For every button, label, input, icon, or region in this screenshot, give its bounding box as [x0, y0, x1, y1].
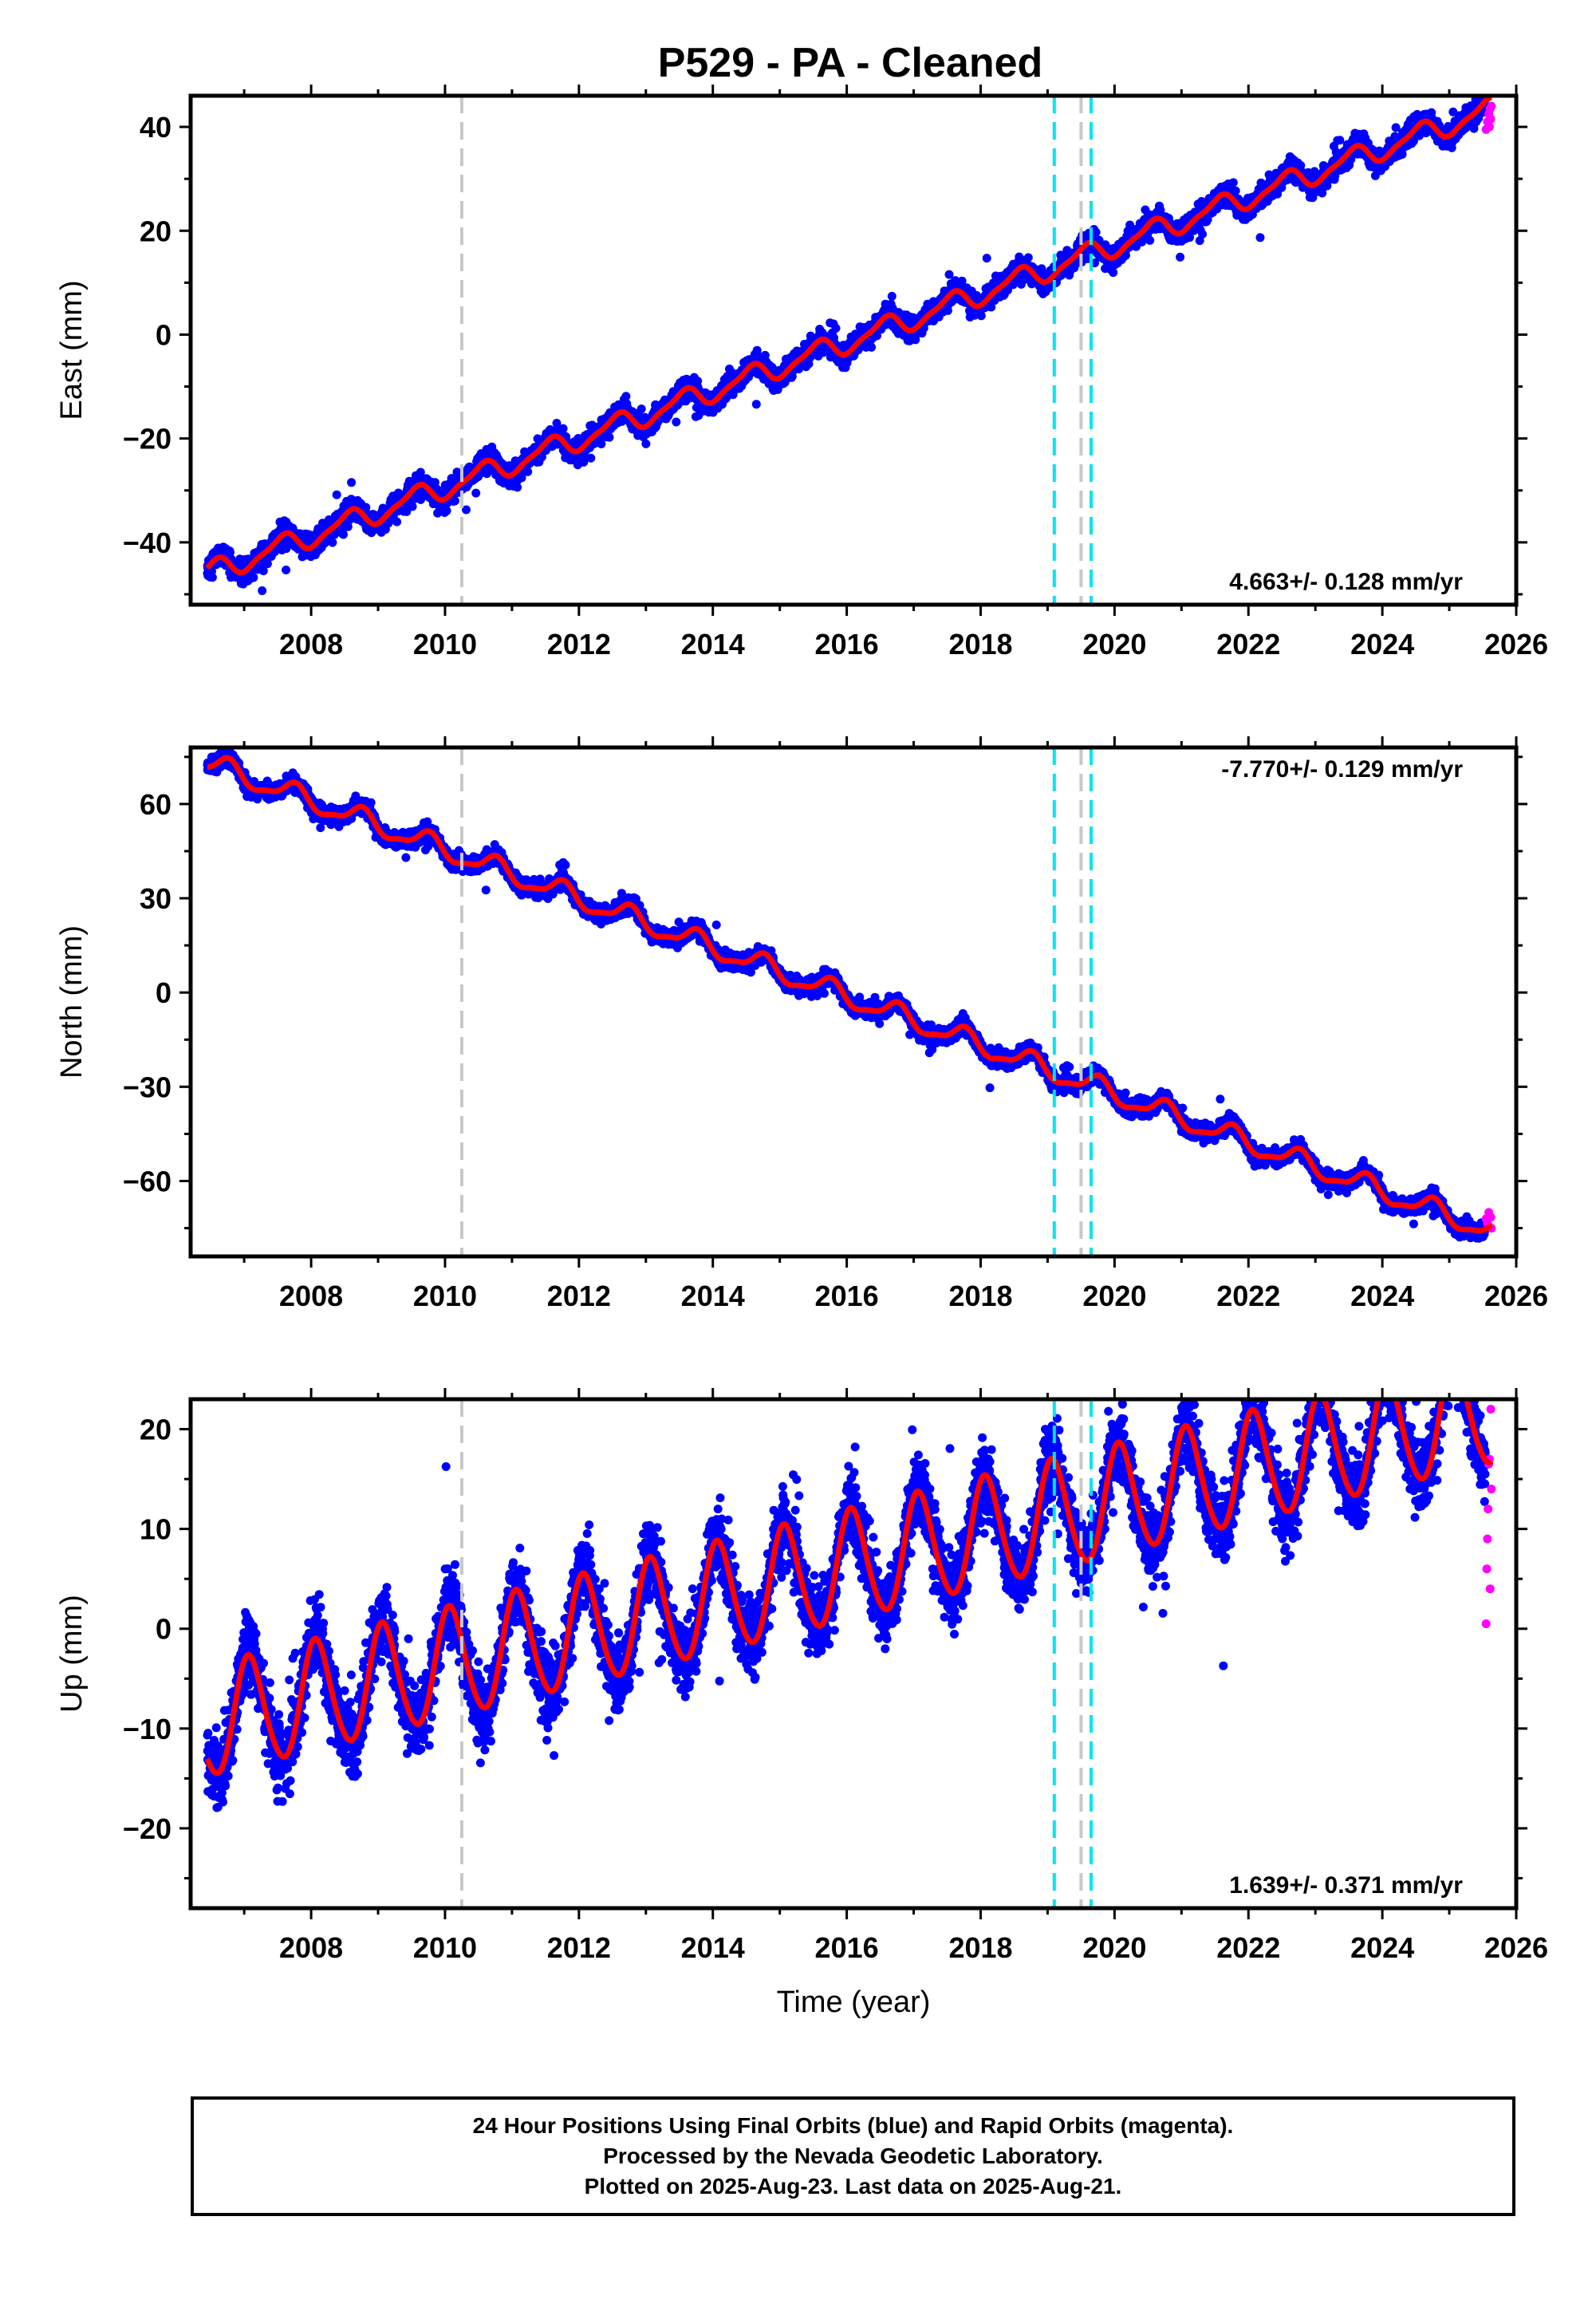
data-point — [1091, 227, 1101, 237]
data-point — [282, 566, 291, 574]
data-point — [586, 453, 596, 463]
data-point — [597, 440, 606, 448]
data-point — [361, 503, 371, 512]
panels-group: 2008 2010 2012 2014 2016 2018 2020 2022 2024 2026… — [55, 85, 1548, 2019]
data-point — [887, 291, 897, 301]
data-point — [442, 506, 451, 515]
data-point — [636, 404, 646, 414]
chart-title: P529 - PA - Cleaned — [658, 40, 1043, 86]
data-point — [258, 586, 267, 595]
panel-east: 2008 2010 2012 2014 2016 2018 2020 2022 2024 2026… — [55, 85, 1548, 661]
data-point — [1109, 268, 1118, 278]
data-point — [332, 490, 341, 499]
data-point — [402, 507, 412, 516]
data-point — [343, 522, 353, 531]
data-point — [831, 324, 841, 333]
data-point — [249, 573, 258, 582]
data-point — [641, 439, 651, 448]
data-point — [408, 502, 417, 511]
data-point — [328, 538, 337, 547]
data-point — [523, 467, 533, 476]
data-point — [347, 478, 357, 487]
data-point — [605, 432, 614, 442]
data-point — [462, 505, 471, 515]
data-point — [226, 547, 234, 557]
data-point — [258, 566, 268, 576]
final-orbit-points-east — [203, 96, 1490, 595]
plot-area-east — [203, 96, 1496, 595]
data-point — [672, 417, 681, 427]
data-point — [1023, 253, 1033, 262]
data-point — [392, 517, 402, 526]
data-point — [1145, 235, 1155, 245]
data-point — [751, 400, 761, 409]
data-point — [451, 496, 459, 506]
data-point — [1176, 252, 1185, 262]
data-point — [558, 424, 568, 433]
data-point — [339, 530, 348, 539]
data-point — [471, 488, 481, 498]
data-point — [262, 559, 272, 569]
data-point — [982, 254, 991, 263]
data-point — [867, 342, 877, 352]
data-point — [430, 478, 439, 487]
data-point — [207, 573, 217, 582]
data-point — [416, 467, 425, 477]
